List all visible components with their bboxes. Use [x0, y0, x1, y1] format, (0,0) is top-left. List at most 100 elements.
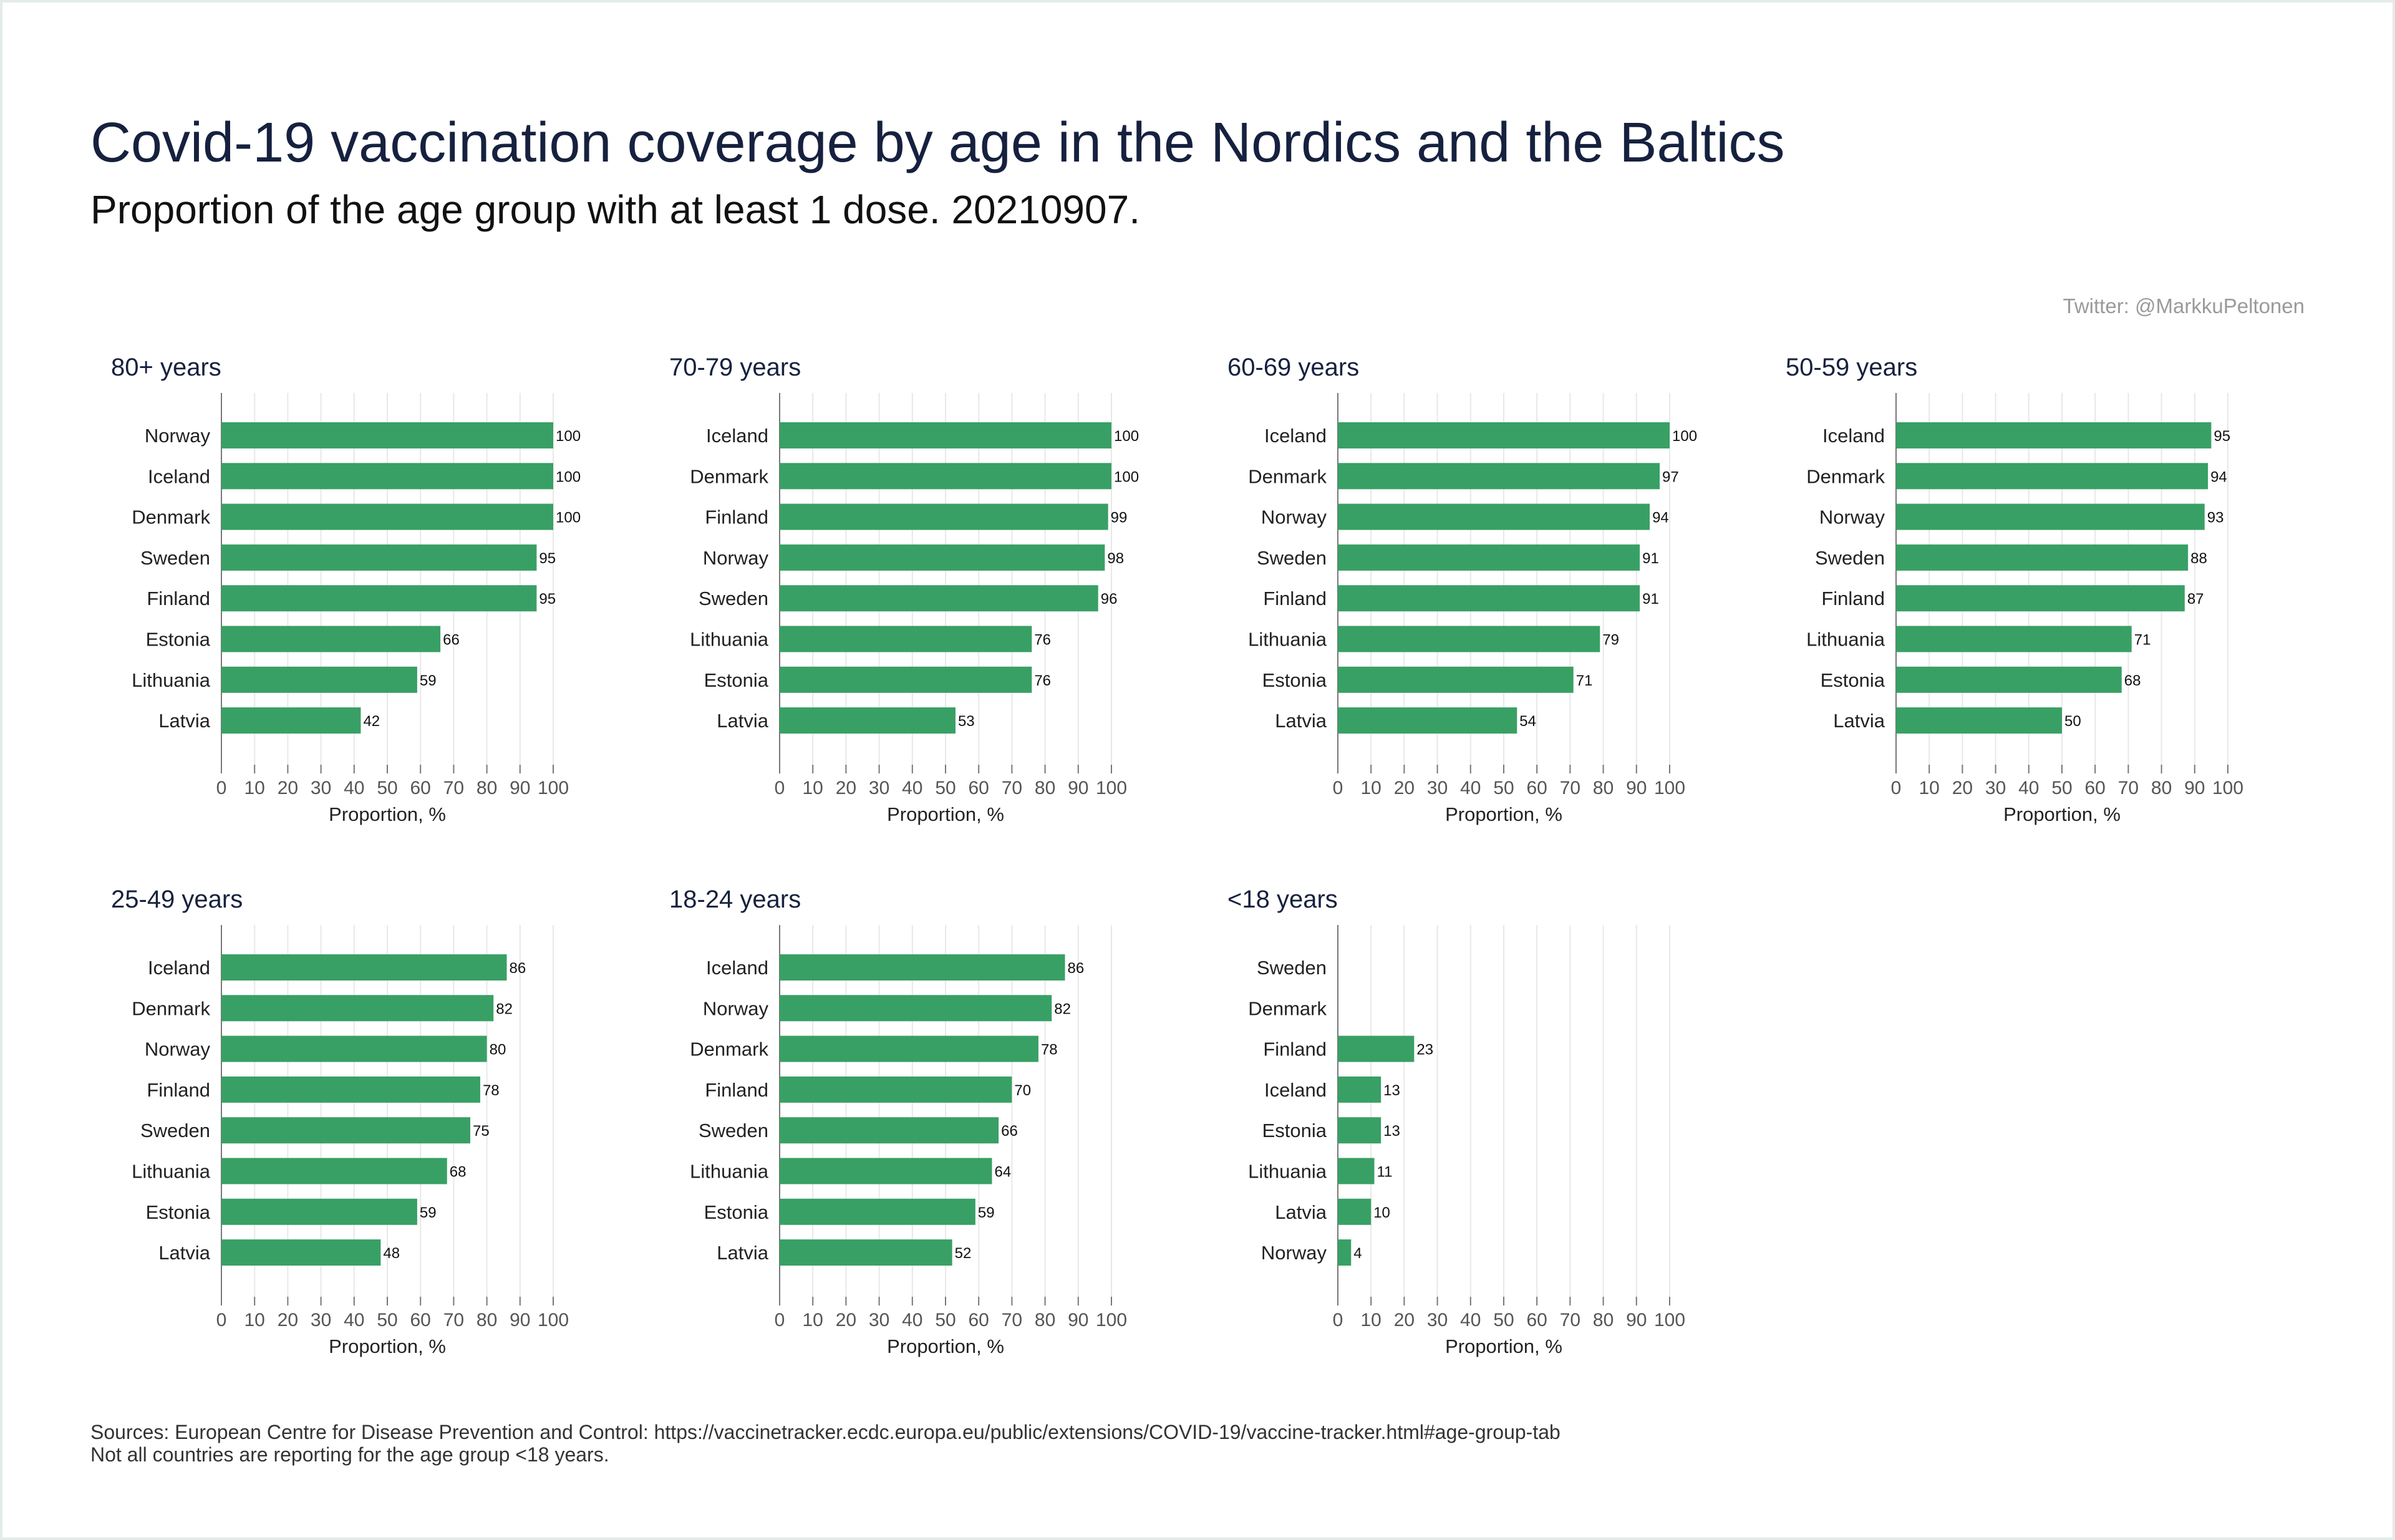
category-label: Estonia: [704, 1201, 769, 1223]
x-tick-label: 100: [1654, 778, 1685, 798]
data-label: 13: [1383, 1123, 1400, 1140]
x-tick-label: 90: [1626, 1310, 1647, 1330]
category-label: Latvia: [1275, 1201, 1327, 1223]
x-tick-label: 0: [1333, 778, 1343, 798]
data-label: 80: [490, 1042, 506, 1058]
category-label: Lithuania: [1248, 1161, 1327, 1183]
bar: [221, 585, 537, 612]
x-tick-label: 20: [1952, 778, 1973, 798]
data-label: 91: [1642, 591, 1659, 608]
category-label: Sweden: [1257, 957, 1327, 979]
bar: [221, 1117, 470, 1144]
x-tick-label: 50: [2051, 778, 2072, 798]
x-tick-label: 80: [1593, 778, 1614, 798]
bar: [221, 1035, 487, 1062]
panel-title: 25-49 years: [111, 886, 243, 913]
bar: [780, 995, 1052, 1022]
x-axis-label: Proportion, %: [1445, 1335, 1562, 1357]
bar: [1896, 463, 2209, 490]
data-label: 87: [2187, 591, 2204, 608]
x-tick-label: 0: [1333, 1310, 1343, 1330]
page-title: Covid-19 vaccination coverage by age in …: [90, 112, 1785, 174]
x-tick-label: 100: [1096, 778, 1127, 798]
bar: [1338, 666, 1574, 693]
category-label: Norway: [1261, 1242, 1327, 1264]
data-label: 66: [443, 632, 460, 649]
data-label: 94: [1652, 510, 1669, 526]
bar: [221, 503, 553, 530]
panel-title: <18 years: [1227, 886, 1338, 913]
bar: [221, 1076, 480, 1103]
data-label: 50: [2064, 713, 2081, 730]
bar: [221, 1198, 417, 1225]
x-tick-label: 30: [311, 1310, 331, 1330]
bar: [780, 1035, 1038, 1062]
x-tick-label: 10: [1361, 778, 1381, 798]
data-label: 75: [473, 1123, 490, 1140]
x-tick-label: 40: [902, 1310, 922, 1330]
x-tick-label: 20: [1394, 1310, 1415, 1330]
x-tick-label: 80: [1035, 1310, 1055, 1330]
data-label: 53: [958, 713, 975, 730]
data-label: 79: [1602, 632, 1619, 649]
category-label: Denmark: [132, 506, 210, 528]
sources-line: Sources: European Centre for Disease Pre…: [90, 1421, 1560, 1443]
data-label: 13: [1383, 1082, 1400, 1099]
x-tick-label: 40: [902, 778, 922, 798]
category-label: Norway: [145, 425, 211, 447]
category-label: Finland: [1821, 588, 1885, 609]
sources-note-line: Not all countries are reporting for the …: [90, 1443, 609, 1466]
x-tick-label: 90: [510, 1310, 530, 1330]
x-tick-label: 60: [410, 778, 431, 798]
data-label: 100: [1114, 468, 1139, 485]
data-label: 42: [363, 713, 380, 730]
x-tick-label: 70: [1560, 1310, 1580, 1330]
category-label: Iceland: [1264, 425, 1327, 447]
x-tick-label: 30: [869, 778, 889, 798]
data-label: 71: [1576, 672, 1593, 689]
x-tick-label: 40: [1460, 778, 1481, 798]
category-label: Denmark: [1806, 465, 1885, 487]
data-label: 70: [1014, 1082, 1031, 1099]
x-tick-label: 60: [1527, 778, 1547, 798]
chart-panel: 25-49 years 0 10 20 30 40 50 60 70 80 90 100 Proport…: [111, 886, 569, 1357]
bar: [1896, 585, 2185, 612]
category-label: Latvia: [717, 710, 768, 732]
bar: [780, 463, 1111, 490]
x-tick-label: 0: [775, 1310, 785, 1330]
x-tick-label: 80: [2151, 778, 2172, 798]
x-tick-label: 20: [278, 1310, 298, 1330]
data-label: 10: [1373, 1204, 1390, 1221]
category-label: Denmark: [1248, 997, 1327, 1019]
bar: [780, 585, 1098, 612]
x-tick-label: 70: [2118, 778, 2139, 798]
category-label: Iceland: [706, 957, 768, 979]
x-tick-label: 100: [538, 1310, 569, 1330]
category-label: Sweden: [1257, 547, 1327, 569]
x-tick-label: 50: [377, 778, 397, 798]
category-label: Sweden: [699, 1120, 768, 1141]
category-label: Finland: [1263, 588, 1327, 609]
x-tick-label: 20: [1394, 778, 1415, 798]
data-label: 78: [1041, 1042, 1058, 1058]
x-tick-label: 20: [836, 1310, 856, 1330]
data-label: 82: [1054, 1000, 1071, 1017]
panel-title: 60-69 years: [1227, 354, 1359, 381]
x-tick-label: 40: [2018, 778, 2039, 798]
data-label: 23: [1416, 1042, 1433, 1058]
x-tick-label: 10: [1361, 1310, 1381, 1330]
category-label: Iceland: [148, 957, 210, 979]
data-label: 4: [1353, 1245, 1362, 1262]
category-label: Denmark: [690, 1039, 768, 1060]
bar: [221, 954, 507, 981]
x-tick-label: 50: [1493, 1310, 1514, 1330]
bar: [1338, 463, 1660, 490]
x-tick-label: 70: [443, 778, 464, 798]
bar: [1338, 422, 1670, 448]
data-label: 95: [539, 550, 556, 567]
bar: [221, 422, 553, 448]
data-label: 82: [496, 1000, 513, 1017]
bar: [1338, 1158, 1375, 1184]
data-label: 86: [1068, 960, 1085, 977]
x-tick-label: 0: [216, 778, 227, 798]
